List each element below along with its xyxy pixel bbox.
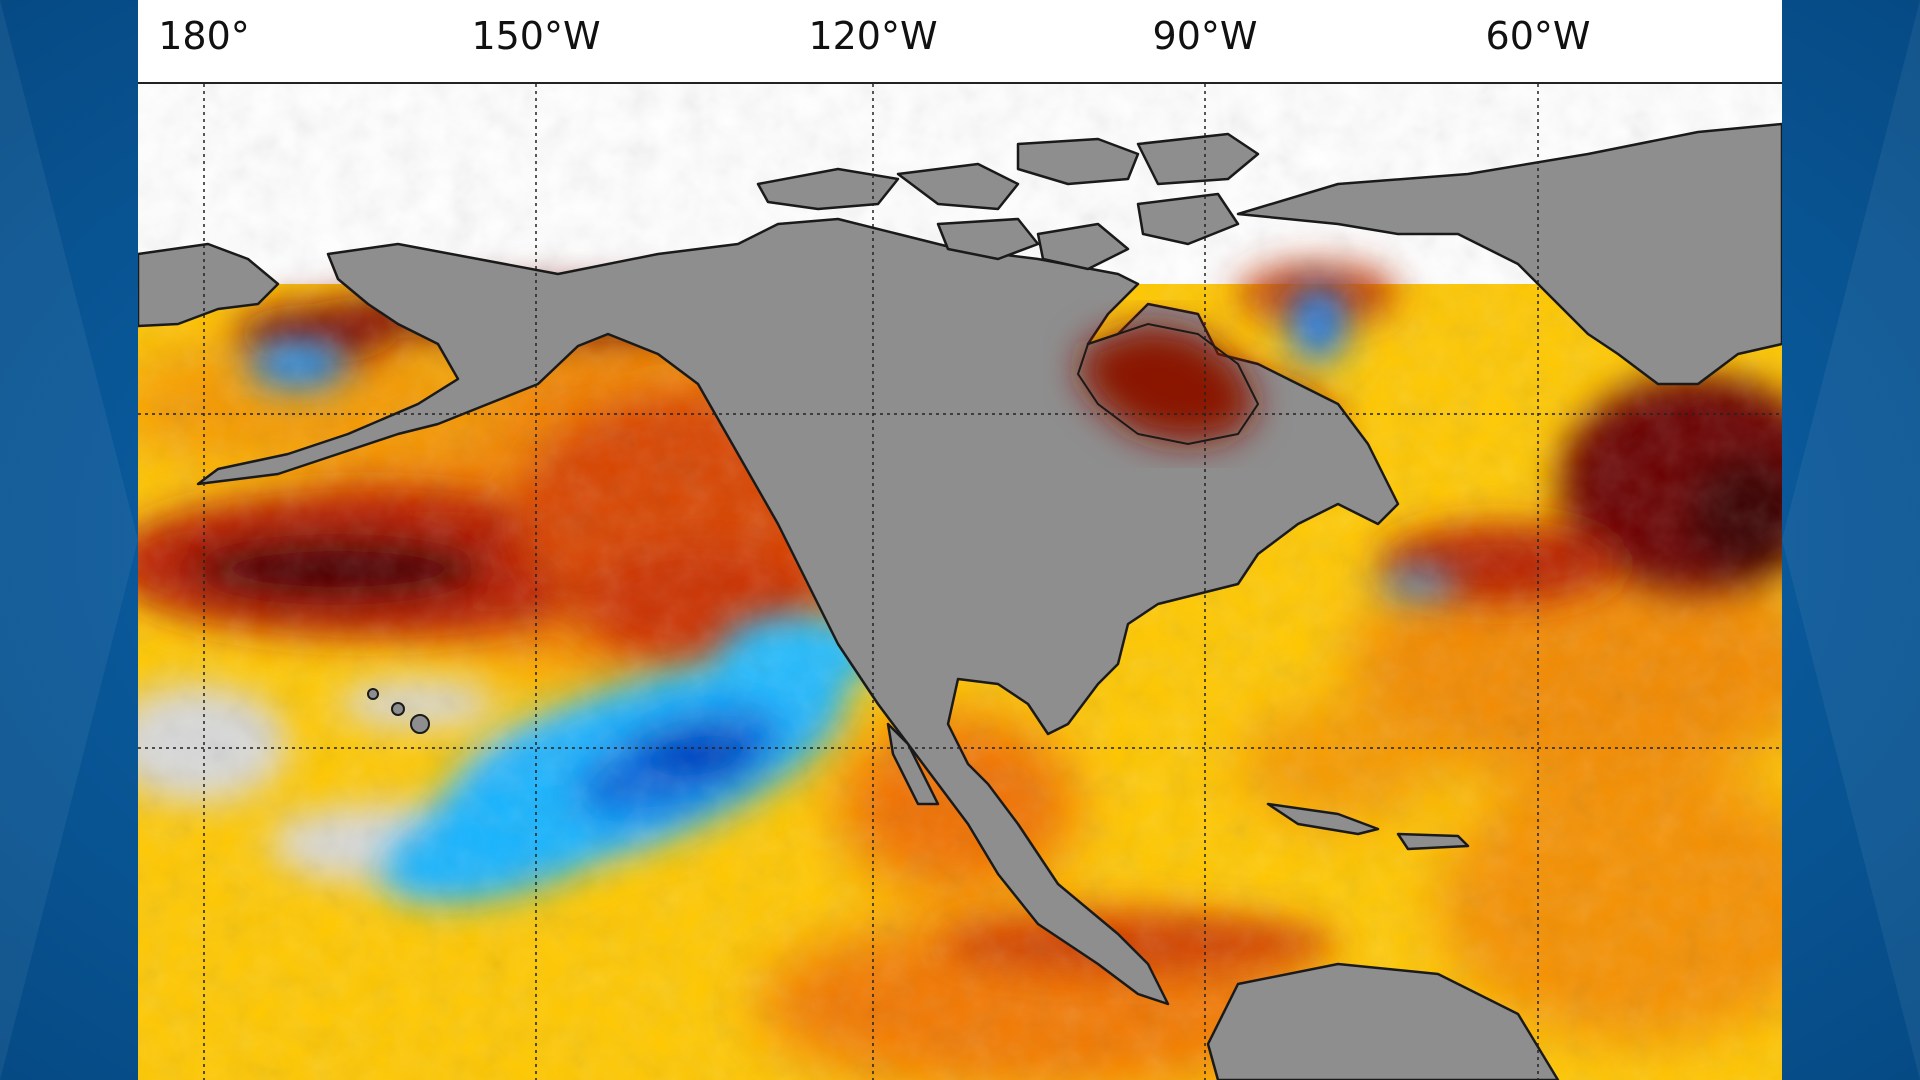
background-right-shape (1782, 0, 1920, 1080)
arctic-island (756, 167, 900, 211)
longitude-label-90w: 90°W (1152, 14, 1258, 58)
baffin-island (1136, 192, 1240, 246)
longitude-axis: 180° 150°W 120°W 90°W 60°W (138, 0, 1782, 84)
cuba (1266, 802, 1380, 836)
graticule (138, 84, 1782, 1080)
sea-surface-temperature-map (138, 84, 1782, 1080)
hudson-bay-coast (1076, 322, 1260, 446)
land-masses (138, 122, 1782, 1080)
arctic-island (936, 217, 1040, 261)
hispaniola (1396, 832, 1470, 851)
longitude-label-180: 180° (158, 14, 250, 58)
background-left-shape (0, 0, 138, 1080)
longitude-label-150w: 150°W (471, 14, 601, 58)
hawaii-islands (367, 688, 430, 734)
longitude-label-60w: 60°W (1485, 14, 1591, 58)
baja-california (886, 722, 940, 806)
hudson-bay (1078, 324, 1258, 444)
arctic-island (1036, 222, 1130, 271)
south-america (1206, 962, 1560, 1080)
arctic-island (1136, 132, 1260, 186)
north-america (196, 217, 1400, 1006)
longitude-label-120w: 120°W (808, 14, 938, 58)
map-svg (138, 84, 1782, 1080)
greenland (1236, 122, 1782, 386)
siberia (138, 242, 280, 328)
arctic-island (896, 162, 1020, 211)
map-panel: 180° 150°W 120°W 90°W 60°W (138, 0, 1782, 1080)
arctic-island (1016, 137, 1140, 186)
